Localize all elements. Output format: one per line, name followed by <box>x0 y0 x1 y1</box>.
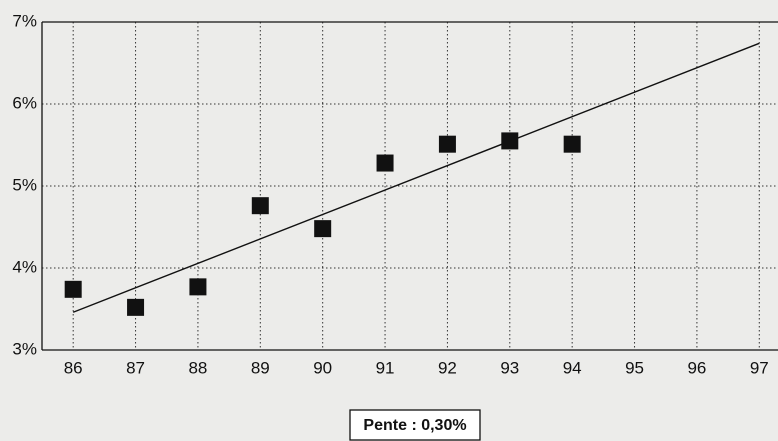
point <box>251 197 269 215</box>
point <box>438 135 456 153</box>
point <box>127 298 145 316</box>
point <box>314 220 332 238</box>
x-tick-label: 96 <box>687 358 706 377</box>
annotation: Pente : 0,30% <box>363 417 466 434</box>
y-tick-label: 3% <box>12 339 37 358</box>
point <box>64 280 82 298</box>
point <box>376 154 394 172</box>
x-tick-label: 87 <box>126 358 145 377</box>
y-tick-label: 6% <box>12 93 37 112</box>
x-tick-label: 94 <box>563 358 582 377</box>
x-tick-label: 97 <box>750 358 769 377</box>
point <box>189 278 207 296</box>
y-tick-label: 4% <box>12 257 37 276</box>
y-tick-label: 7% <box>12 11 37 30</box>
x-tick-label: 93 <box>500 358 519 377</box>
x-tick-label: 91 <box>376 358 395 377</box>
trend-line <box>72 42 760 313</box>
x-tick-label: 95 <box>625 358 644 377</box>
annotation-box <box>349 409 481 441</box>
x-tick-label: 92 <box>438 358 457 377</box>
x-tick-label: 89 <box>251 358 270 377</box>
x-tick-label: 88 <box>188 358 207 377</box>
point <box>563 135 581 153</box>
point <box>501 132 519 150</box>
y-tick-label: 5% <box>12 175 37 194</box>
x-tick-label: 90 <box>313 358 332 377</box>
x-tick-label: 86 <box>64 358 83 377</box>
